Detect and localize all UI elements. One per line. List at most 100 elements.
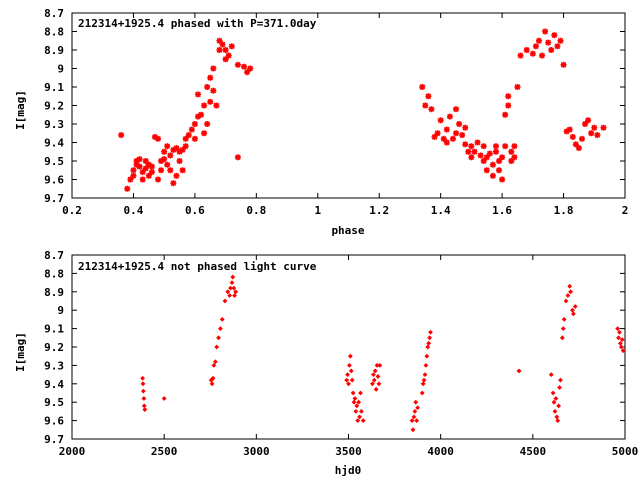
lightcurve-data-point (350, 390, 356, 396)
lightcurve-ytick-label: 9.1 (44, 323, 64, 336)
phased-data-point (419, 84, 426, 90)
lightcurve-ytick-label: 9.4 (44, 378, 64, 391)
lightcurve-data-point (210, 375, 216, 381)
lightcurve-data-point (213, 359, 218, 365)
lightcurve-data-point (424, 353, 430, 359)
lightcurve-plot-points (140, 274, 626, 433)
phased-data-point (502, 143, 509, 150)
lightcurve-data-point (351, 399, 357, 405)
phased-data-point (130, 172, 137, 179)
lightcurve-data-point (556, 403, 562, 409)
lightcurve-data-point (410, 427, 416, 433)
lightcurve-plot-title: 212314+1925.4 not phased light curve (78, 260, 317, 273)
phased-xtick-label: 1.2 (369, 204, 389, 217)
phased-data-point (508, 148, 515, 155)
phased-data-point (164, 143, 171, 150)
lightcurve-data-point (353, 409, 359, 414)
phased-data-point (489, 161, 496, 168)
phased-data-point (210, 65, 217, 72)
phased-data-point (560, 61, 567, 68)
lightcurve-data-point (357, 414, 362, 420)
phased-data-point (207, 98, 214, 105)
lightcurve-data-point (370, 372, 376, 377)
lightcurve-xtick-label: 4000 (427, 445, 454, 458)
lightcurve-data-point (346, 381, 351, 387)
lightcurve-data-point (409, 418, 415, 423)
lightcurve-data-point (420, 381, 426, 387)
lightcurve-data-point (161, 396, 167, 401)
phased-data-point (453, 106, 460, 113)
lightcurve-plot-ylabel: I[mag] (14, 332, 27, 372)
phased-xtick-label: 1 (314, 204, 321, 217)
lightcurve-data-point (425, 344, 431, 350)
phased-data-point (523, 47, 530, 53)
phased-data-point (228, 43, 235, 50)
lightcurve-plot-axes: 2000 2500 3000 3500 4000 4500 5000 8.7 8.8 8.9 9 9.… (44, 249, 638, 458)
phased-data-point (136, 163, 143, 170)
lightcurve-ytick-label: 9 (57, 304, 64, 317)
phased-data-point (437, 117, 444, 124)
phased-data-point (456, 121, 463, 127)
phased-data-point (222, 47, 229, 53)
lightcurve-data-point (570, 307, 575, 313)
lightcurve-data-point (347, 353, 353, 359)
lightcurve-data-point (230, 274, 236, 280)
lightcurve-data-point (354, 403, 360, 409)
phased-ytick-label: 9.5 (44, 155, 64, 168)
phased-data-point (492, 148, 499, 155)
phased-data-point (155, 135, 162, 142)
phased-data-point (532, 43, 539, 50)
phased-xtick-label: 0.8 (246, 204, 266, 217)
phased-ytick-label: 9.6 (44, 174, 64, 187)
lightcurve-data-point (618, 344, 624, 350)
phased-data-point (164, 161, 171, 168)
phased-data-point (496, 167, 503, 174)
lightcurve-data-point (516, 368, 522, 374)
phased-data-point (446, 113, 453, 120)
lightcurve-data-point (422, 372, 428, 377)
lightcurve-data-point (376, 381, 382, 387)
phased-data-point (142, 165, 149, 172)
phased-data-point (185, 132, 192, 139)
phased-plot-xlabel: phase (331, 224, 364, 237)
lightcurve-data-point (415, 405, 421, 411)
phased-data-point (489, 172, 496, 179)
lightcurve-data-point (142, 407, 148, 412)
phased-data-point (148, 169, 155, 176)
lightcurve-data-point (344, 377, 350, 383)
lightcurve-data-point (214, 344, 220, 350)
lightcurve-data-point (560, 326, 566, 331)
lightcurve-data-point (615, 326, 621, 331)
lightcurve-ytick-label: 9.2 (44, 341, 64, 354)
lightcurve-data-point (563, 298, 569, 304)
lightcurve-data-point (620, 348, 626, 354)
phased-data-point (465, 148, 472, 155)
lightcurve-data-point (352, 396, 358, 401)
lightcurve-data-point (356, 399, 362, 405)
lightcurve-data-point (372, 368, 378, 374)
phased-data-point (207, 74, 214, 81)
lightcurve-data-point (374, 363, 380, 368)
phased-data-point (474, 139, 481, 146)
phased-data-point (511, 154, 518, 161)
phased-data-point (219, 41, 226, 48)
phased-data-point (204, 84, 211, 90)
phased-ytick-label: 9.2 (44, 100, 64, 113)
phased-plot-points (118, 28, 607, 192)
lightcurve-data-point (227, 293, 233, 298)
phased-xtick-label: 0.2 (62, 204, 82, 217)
lightcurve-data-point (359, 409, 364, 414)
lightcurve-data-point (358, 390, 363, 396)
lightcurve-xtick-label: 4500 (520, 445, 547, 458)
phased-data-point (594, 132, 601, 139)
lightcurve-xtick-label: 5000 (612, 445, 639, 458)
lightcurve-data-point (414, 418, 420, 423)
lightcurve-ytick-label: 9.7 (44, 433, 64, 446)
lightcurve-data-point (421, 377, 427, 383)
phased-data-point (247, 65, 254, 72)
lightcurve-data-point (231, 285, 237, 291)
phased-xtick-label: 0.4 (124, 204, 144, 217)
phased-data-point (443, 139, 450, 146)
phased-data-point (124, 185, 131, 192)
